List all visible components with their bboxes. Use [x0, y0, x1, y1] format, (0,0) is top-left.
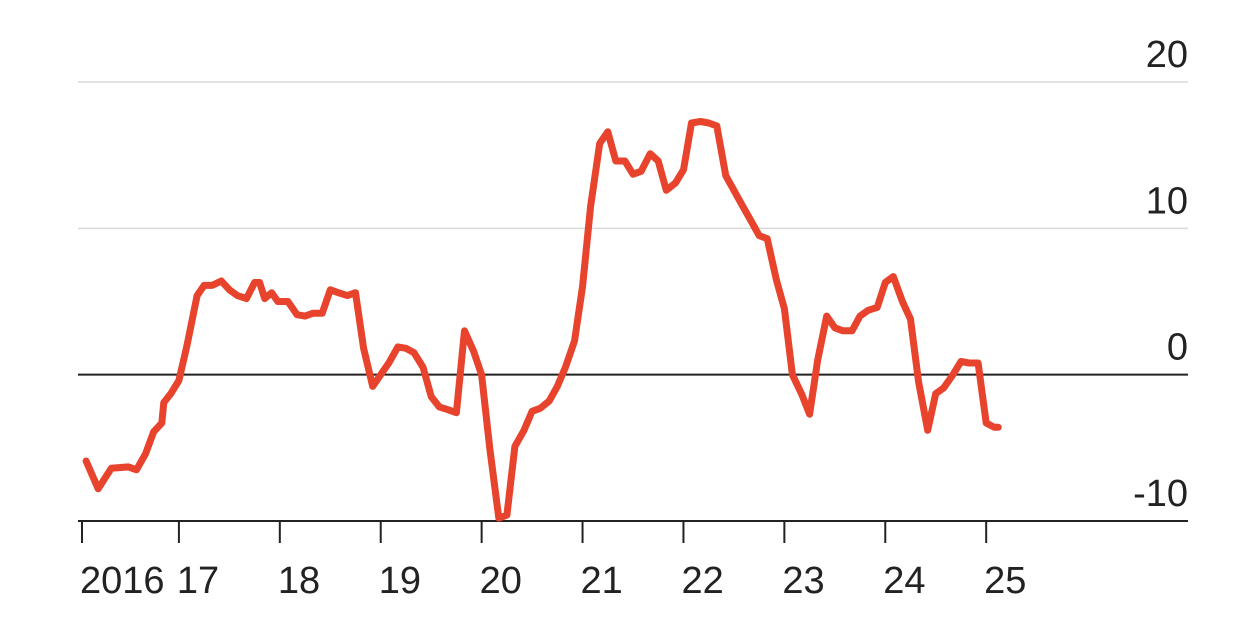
y-tick-label: 0 [1167, 327, 1188, 369]
x-tick-label: 24 [883, 560, 925, 602]
x-tick-label: 25 [984, 560, 1026, 602]
x-tick-label: 17 [177, 560, 219, 602]
x-axis: 2016 17 18 19 20 21 22 23 24 25 [80, 521, 1026, 602]
y-tick-label: 10 [1146, 180, 1188, 222]
y-tick-label: -10 [1133, 473, 1188, 515]
gridlines [78, 81, 1188, 522]
x-tick-label: 21 [581, 560, 623, 602]
x-tick-label: 23 [782, 560, 824, 602]
x-tick-label: 19 [379, 560, 421, 602]
series-line-0 [82, 118, 1002, 522]
x-tick-label: 18 [278, 560, 320, 602]
x-tick-label: 20 [480, 560, 522, 602]
y-axis-labels: 20 10 0 -10 [1133, 34, 1188, 515]
y-tick-label: 20 [1146, 34, 1188, 76]
x-tick-label: 2016 [80, 560, 165, 602]
x-tick-label: 22 [681, 560, 723, 602]
series-layer [82, 118, 1002, 522]
